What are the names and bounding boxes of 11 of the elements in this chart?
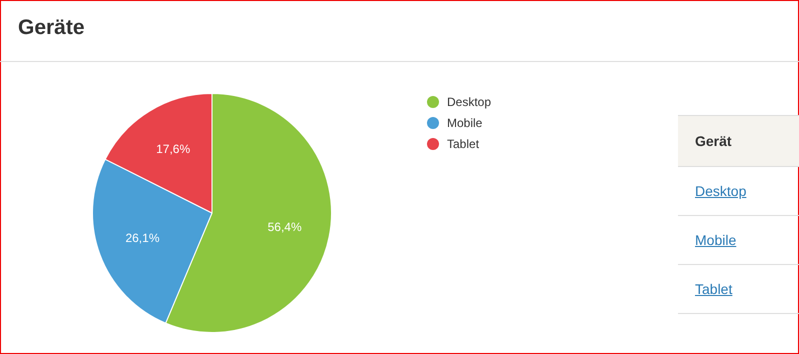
legend-label: Tablet [446, 136, 480, 152]
legend-label: Mobile [446, 114, 484, 132]
data-label: 26,1% [125, 230, 160, 245]
text: Gerät [678, 115, 799, 167]
data-label: 17,6% [156, 142, 190, 156]
legend-label: Desktop [446, 94, 492, 110]
category-label: Mobile [695, 232, 736, 248]
category-label: Desktop [695, 183, 746, 199]
category-label: Tablet [695, 281, 732, 297]
data-label: 56,4% [268, 220, 302, 234]
chart-title: Geräte [18, 16, 85, 40]
